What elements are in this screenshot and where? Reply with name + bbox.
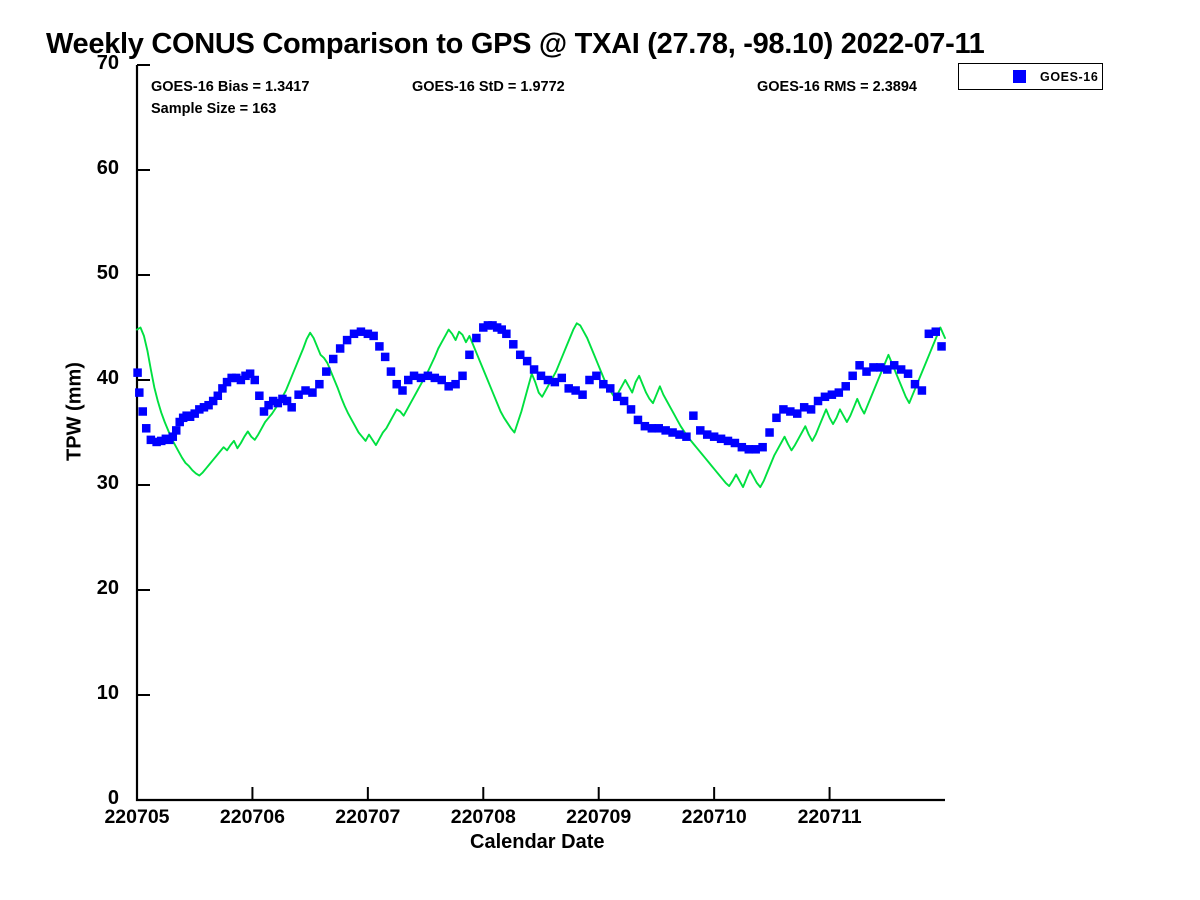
page-title: Weekly CONUS Comparison to GPS @ TXAI (2… [46,28,985,60]
y-tick-label: 40 [96,367,119,389]
y-tick-label: 60 [96,157,119,179]
legend-box [958,63,1103,90]
series-line-gps [136,322,946,489]
x-tick-label: 220705 [104,806,170,828]
x-tick-label: 220706 [219,806,285,828]
stat-sample-size: Sample Size = 163 [151,101,277,117]
stat-std: GOES-16 StD = 1.9772 [412,79,565,95]
x-tick-label: 220711 [797,806,862,828]
y-tick-label: 70 [96,52,119,74]
legend-swatch-goes16-icon [1013,70,1026,83]
x-tick-label: 220708 [450,806,516,828]
axis-lines [135,65,945,802]
stat-rms: GOES-16 RMS = 2.3894 [757,79,917,95]
x-axis-label: Calendar Date [470,831,605,853]
stat-bias: GOES-16 Bias = 1.3417 [151,79,310,95]
y-tick-label: 0 [107,787,119,809]
y-axis-label: TPW (mm) [63,362,86,461]
axis-ticks [136,64,831,801]
y-tick-label: 10 [96,682,119,704]
y-tick-label: 30 [96,472,119,494]
x-tick-label: 220710 [681,806,747,828]
x-tick-label: 220707 [335,806,401,828]
y-tick-label: 20 [96,577,119,599]
x-tick-label: 220709 [566,806,632,828]
legend-label-goes16: GOES-16 [1040,70,1099,84]
series-markers-goes16 [133,321,946,454]
y-tick-label: 50 [96,262,119,284]
